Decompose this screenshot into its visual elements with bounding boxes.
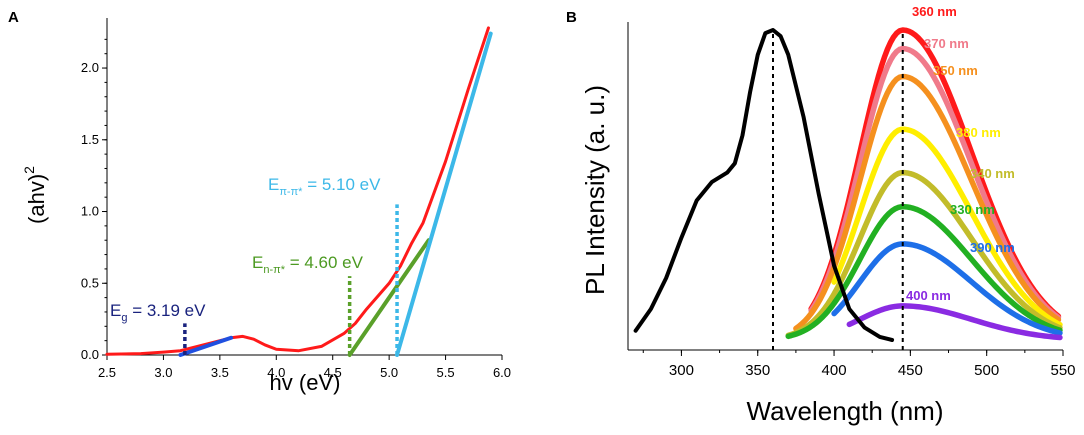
panel-b-label: B [566,9,577,26]
b-series-label-380-nm: 380 nm [956,125,1001,140]
panel-b: B 300 350 400 450 500 550 360 nm 370 nm 350 nm 38… [566,4,1076,426]
panel-b-ylabel: PL Intensity (a. u.) [580,85,610,295]
b-series-excitation [633,28,895,342]
a-x-tick-label: 5.0 [380,365,398,380]
a-x-tick-label: 6.0 [493,365,511,380]
b-series-label-390-nm: 390 nm [970,240,1015,255]
enpi-main: E [252,253,263,272]
b-x-tick-label: 550 [1050,362,1075,379]
a-y-tick-label: 2.0 [81,60,99,75]
a-x-tick-label: 3.0 [154,365,172,380]
a-x-tick-label: 4.0 [267,365,285,380]
a-y-tick-label: 1.5 [81,132,99,147]
panel-b-plot: 300 350 400 450 500 550 360 nm 370 nm 350 nm 380 … [627,4,1076,379]
a-series-epi-pi-fit [395,31,493,357]
eg-rest: = 3.19 eV [127,301,206,320]
a-y-tick-label: 0.5 [81,275,99,290]
epipi-main: E [268,175,279,194]
enpi-annotation: En-π* = 4.60 eV [252,253,364,276]
panel-a-ylabel-base: (ahv) [24,174,49,224]
a-x-tick-label: 3.5 [211,365,229,380]
panel-a-ylabel-sup: 2 [21,166,37,174]
enpi-rest: = 4.60 eV [285,253,364,272]
b-series-370-nm [808,45,1062,321]
b-x-tick-label: 450 [898,362,923,379]
a-series-en-pi-fit [347,238,431,357]
b-series-350-nm [793,73,1062,332]
b-series-label-370-nm: 370 nm [924,36,969,51]
panel-a: A 2.5 3.0 3.5 4.0 4.5 5.0 5.5 6.00.00.51.01.52.… [8,9,511,395]
b-series-330-nm [785,203,1063,340]
panel-a-label: A [8,9,19,26]
panel-b-xlabel: Wavelength (nm) [747,396,944,426]
b-series-label-400-nm: 400 nm [906,288,951,303]
enpi-sub: n-π* [263,264,285,276]
epipi-rest: = 5.10 eV [302,175,381,194]
a-series-absorption [105,26,490,356]
eg-annotation: Eg = 3.19 eV [110,301,206,324]
a-series-eg-fit [178,335,234,357]
a-x-tick-label: 5.5 [437,365,455,380]
b-x-tick-label: 500 [974,362,999,379]
b-x-tick-label: 300 [669,362,694,379]
epipi-sub: π-π* [279,186,303,198]
a-y-tick-label: 1.0 [81,204,99,219]
panel-a-ylabel: (ahv)2 [21,166,49,224]
b-series-390-nm [831,241,1063,336]
b-series-400-nm [846,303,1063,341]
b-x-tick-label: 400 [822,362,847,379]
eg-sub: g [121,312,127,324]
b-series-380-nm [831,126,1063,328]
panel-a-xlabel: hv (eV) [270,370,341,395]
b-series-label-340-nm: 340 nm [970,166,1015,181]
a-x-tick-label: 2.5 [98,365,116,380]
panel-a-plot: 2.5 3.0 3.5 4.0 4.5 5.0 5.5 6.0 0.0 0.5 1.0 1.5 2.0 [81,18,511,380]
b-series-340-nm [785,169,1063,339]
epipi-annotation: Eπ-π* = 5.10 eV [268,175,381,198]
eg-main: E [110,301,121,320]
b-series-label-330-nm: 330 nm [950,202,995,217]
a-x-tick-label: 4.5 [324,365,342,380]
a-y-tick-label: 0.0 [81,347,99,362]
b-series-label-350-nm: 350 nm [933,63,978,78]
b-series-label-360-nm: 360 nm [912,4,957,19]
b-x-tick-label: 350 [745,362,770,379]
